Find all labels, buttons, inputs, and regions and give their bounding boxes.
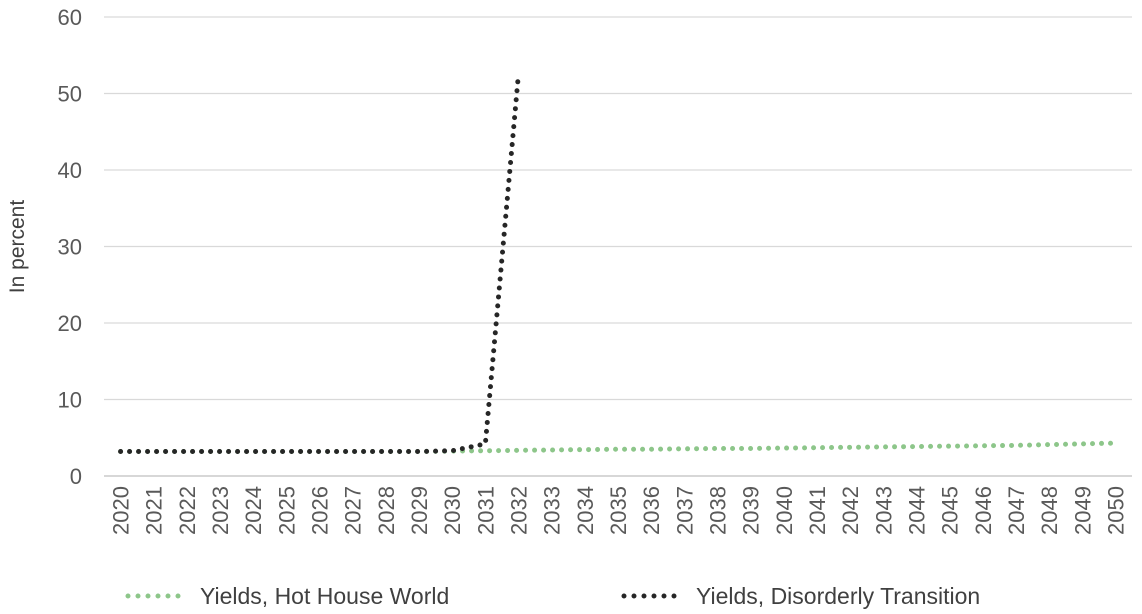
- x-tick-label-2031: 2031: [473, 486, 498, 535]
- x-tick-label-2044: 2044: [904, 486, 929, 535]
- x-tick-label-2050: 2050: [1103, 486, 1128, 535]
- x-tick-label-2024: 2024: [241, 486, 266, 535]
- x-tick-label-2036: 2036: [639, 486, 664, 535]
- series-group: [118, 71, 1118, 455]
- x-tick-label-2032: 2032: [507, 486, 532, 535]
- y-tick-label-0: 0: [70, 464, 82, 489]
- series-line-1: [118, 71, 522, 455]
- x-tick-label-2049: 2049: [1070, 486, 1095, 535]
- x-tick-label-2047: 2047: [1004, 486, 1029, 535]
- y-tick-label-40: 40: [58, 158, 82, 183]
- legend-swatch-hot-house: [125, 593, 188, 599]
- legend-label-hot-house: Yields, Hot House World: [200, 582, 450, 609]
- y-axis-title: In percent: [6, 200, 29, 294]
- x-tick-label-2041: 2041: [805, 486, 830, 535]
- x-tick-label-2028: 2028: [374, 486, 399, 535]
- x-tick-label-2040: 2040: [772, 486, 797, 535]
- series-line-0: [118, 440, 1118, 455]
- y-tick-label-50: 50: [58, 82, 82, 107]
- x-tick-label-2020: 2020: [109, 486, 134, 535]
- y-tick-label-60: 60: [58, 5, 82, 30]
- x-tick-label-2035: 2035: [606, 486, 631, 535]
- x-tick-label-2043: 2043: [871, 486, 896, 535]
- gridlines: [104, 16, 1132, 477]
- x-tick-label-2039: 2039: [739, 486, 764, 535]
- x-tick-label-2033: 2033: [540, 486, 565, 535]
- y-tick-label-20: 20: [58, 311, 82, 336]
- x-tick-label-2029: 2029: [407, 486, 432, 535]
- x-tick-label-2042: 2042: [838, 486, 863, 535]
- x-tick-label-2021: 2021: [142, 486, 167, 535]
- x-tick-label-2027: 2027: [341, 486, 366, 535]
- x-tick-label-2026: 2026: [308, 486, 333, 535]
- y-tick-label-30: 30: [58, 235, 82, 260]
- x-tick-label-2030: 2030: [440, 486, 465, 535]
- legend-swatch-disorderly: [621, 593, 684, 599]
- x-tick-label-2046: 2046: [971, 486, 996, 535]
- x-tick-label-2025: 2025: [274, 486, 299, 535]
- y-axis-ticks: 0 10 20 30 40 50 60: [58, 5, 82, 489]
- x-axis-ticks: 2020 2021 2022 2023 2024 2025 2026 2027 2028 2029…: [109, 486, 1129, 535]
- x-tick-label-2045: 2045: [938, 486, 963, 535]
- x-tick-label-2037: 2037: [672, 486, 697, 535]
- legend-item-hot-house: Yields, Hot House World: [124, 578, 449, 614]
- x-tick-label-2038: 2038: [705, 486, 730, 535]
- x-tick-label-2048: 2048: [1037, 486, 1062, 535]
- x-tick-label-2023: 2023: [208, 486, 233, 535]
- legend-label-disorderly: Yields, Disorderly Transition: [696, 582, 981, 609]
- legend-item-disorderly: Yields, Disorderly Transition: [620, 578, 980, 614]
- legend: Yields, Hot House World Yields, Disorder…: [0, 578, 1142, 614]
- y-tick-label-10: 10: [58, 388, 82, 413]
- x-tick-label-2034: 2034: [573, 486, 598, 535]
- x-tick-label-2022: 2022: [175, 486, 200, 535]
